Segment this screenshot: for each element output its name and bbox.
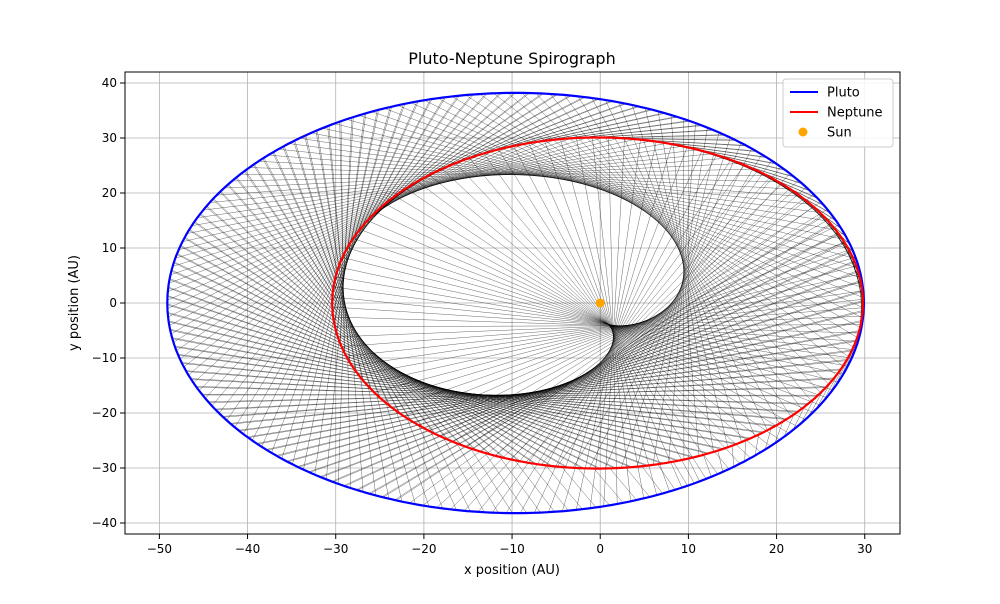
legend-box — [782, 78, 894, 148]
y-tick-label: 0 — [109, 296, 117, 310]
ticks-layer: −50 −40 −30 −20 −10 0 10 20 30 −40 −30 −20 −10 0 10 20 3… — [92, 76, 873, 556]
y-tick-label: −20 — [92, 406, 117, 420]
x-tick-label: 10 — [681, 542, 696, 556]
grid-layer — [125, 72, 900, 534]
x-tick-label: 0 — [596, 542, 604, 556]
chart-title: Pluto-Neptune Spirograph — [408, 49, 615, 68]
x-tick-label: −10 — [499, 542, 524, 556]
y-tick-label: 30 — [102, 131, 117, 145]
pluto-orbit-line — [166, 91, 865, 515]
x-tick-label: −30 — [323, 542, 348, 556]
legend-marker-sun — [798, 127, 808, 137]
x-tick-label: −40 — [235, 542, 260, 556]
y-tick-label: 40 — [102, 76, 117, 90]
y-tick-label: −10 — [92, 351, 117, 365]
x-axis-label: x position (AU) — [464, 563, 560, 578]
y-axis-label: y position (AU) — [67, 255, 82, 351]
y-tick-label: 10 — [102, 241, 117, 255]
y-tick-label: −40 — [92, 516, 117, 530]
x-tick-label: −50 — [147, 542, 172, 556]
x-tick-label: 20 — [769, 542, 784, 556]
sun-point — [595, 298, 605, 308]
legend-label-pluto: Pluto — [827, 86, 860, 101]
neptune-orbit-line — [331, 136, 865, 470]
x-tick-label: 30 — [857, 542, 872, 556]
x-tick-label: −20 — [411, 542, 436, 556]
legend-label-sun: Sun — [827, 126, 852, 141]
y-tick-label: 20 — [102, 186, 117, 200]
series-layer — [166, 91, 865, 515]
legend: Pluto Neptune Sun — [782, 78, 894, 148]
legend-label-neptune: Neptune — [827, 106, 883, 121]
y-tick-label: −30 — [92, 461, 117, 475]
